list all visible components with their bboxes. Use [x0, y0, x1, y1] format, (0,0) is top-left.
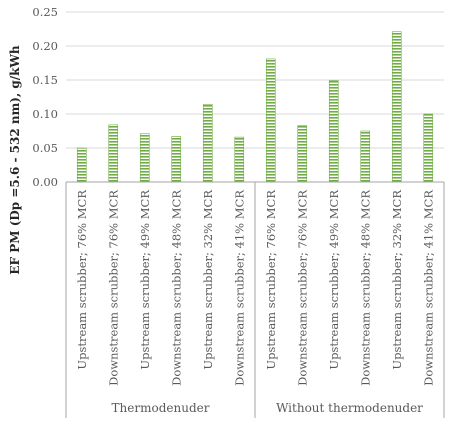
category-label: Downstream scrubber; 41% MCR: [421, 190, 435, 386]
bar: [423, 113, 434, 183]
y-tick-label: 0.05: [32, 141, 58, 155]
bar: [108, 124, 119, 183]
bar: [171, 136, 182, 183]
bar: [234, 136, 245, 183]
category-label: Upstream scrubber; 49% MCR: [327, 190, 341, 370]
bars: [76, 31, 434, 183]
y-axis-ticks: 0.00 0.05 0.10 0.15 0.20 0.25: [32, 5, 58, 189]
category-label: Downstream scrubber; 48% MCR: [169, 190, 183, 386]
category-label: Upstream scrubber; 32% MCR: [390, 190, 404, 370]
bar: [360, 130, 371, 183]
bar: [265, 58, 276, 183]
group-label: Without thermodenuder: [276, 401, 423, 415]
category-label: Downstream scrubber; 48% MCR: [358, 190, 372, 386]
bar: [297, 125, 308, 183]
bar: [202, 104, 213, 183]
y-tick-label: 0.25: [32, 5, 58, 19]
category-labels: Upstream scrubber; 76% MCR Downstream scr…: [75, 190, 436, 386]
y-tick-label: 0.10: [32, 107, 58, 121]
group-label: Thermodenuder: [112, 401, 210, 415]
category-label: Downstream scrubber; 41% MCR: [232, 190, 246, 386]
y-tick-label: 0.00: [32, 175, 58, 189]
category-label: Downstream scrubber; 76% MCR: [295, 190, 309, 386]
bar: [391, 31, 402, 183]
category-label: Upstream scrubber; 49% MCR: [138, 190, 152, 370]
y-axis-title: EF PM (Dp =5.6 - 532 nm), g/kWh: [8, 45, 22, 274]
axes: [65, 181, 445, 418]
category-label: Upstream scrubber; 76% MCR: [264, 190, 278, 370]
group-labels: Thermodenuder Without thermodenuder: [112, 401, 424, 415]
bar: [76, 147, 87, 183]
y-tick-label: 0.15: [32, 73, 58, 87]
bar: [328, 80, 339, 183]
category-label: Upstream scrubber; 32% MCR: [201, 190, 215, 370]
y-tick-label: 0.20: [32, 39, 58, 53]
gridlines: [66, 11, 444, 149]
category-label: Upstream scrubber; 76% MCR: [75, 190, 89, 370]
category-label: Downstream scrubber; 76% MCR: [106, 190, 120, 386]
bar: [139, 133, 150, 183]
